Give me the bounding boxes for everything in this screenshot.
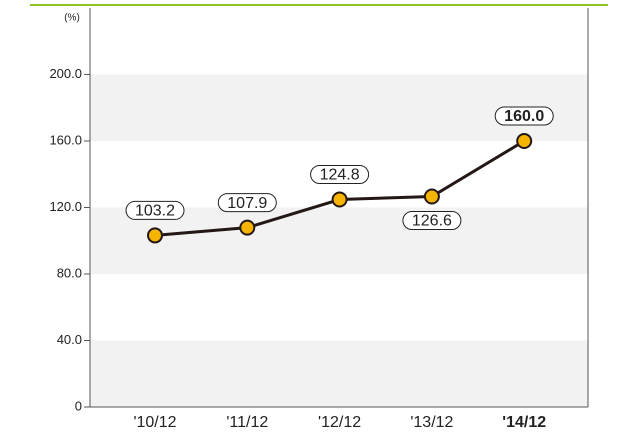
x-tick-label: '12/12 [318, 414, 361, 431]
y-tick-label: 80.0 [57, 265, 82, 280]
value-label: 103.2 [125, 200, 185, 220]
value-label-box [125, 200, 185, 220]
marker [516, 133, 533, 149]
grid-band [90, 340, 588, 407]
x-tick-label: '13/12 [410, 414, 453, 431]
value-label-text: 126.6 [412, 213, 452, 230]
value-label: 107.9 [217, 193, 277, 213]
value-label: 124.8 [310, 165, 370, 185]
marker [147, 227, 163, 244]
marker [239, 219, 256, 236]
value-label-text: 107.9 [227, 195, 267, 212]
x-tick-label: '10/12 [133, 414, 176, 431]
value-label: 126.6 [402, 211, 462, 231]
value-label-box [310, 165, 370, 185]
marker [423, 188, 440, 205]
value-label-box [217, 193, 277, 213]
y-tick-label: 0 [75, 398, 82, 413]
value-label-box [494, 106, 554, 126]
y-unit: (%) [64, 13, 80, 24]
value-label-text: 160.0 [504, 108, 544, 125]
y-tick-label: 120.0 [49, 199, 82, 214]
y-tick-label: 40.0 [57, 332, 82, 347]
x-tick-label: '14/12 [502, 414, 546, 431]
value-label-box [402, 211, 462, 231]
x-tick-label: '11/12 [226, 414, 268, 431]
marker [331, 191, 348, 208]
value-label-text: 124.8 [320, 167, 360, 184]
y-tick-label: 200.0 [49, 66, 82, 81]
y-tick-label: 160.0 [49, 132, 82, 147]
value-label-text: 103.2 [135, 203, 175, 220]
value-label: 160.0 [494, 106, 554, 126]
